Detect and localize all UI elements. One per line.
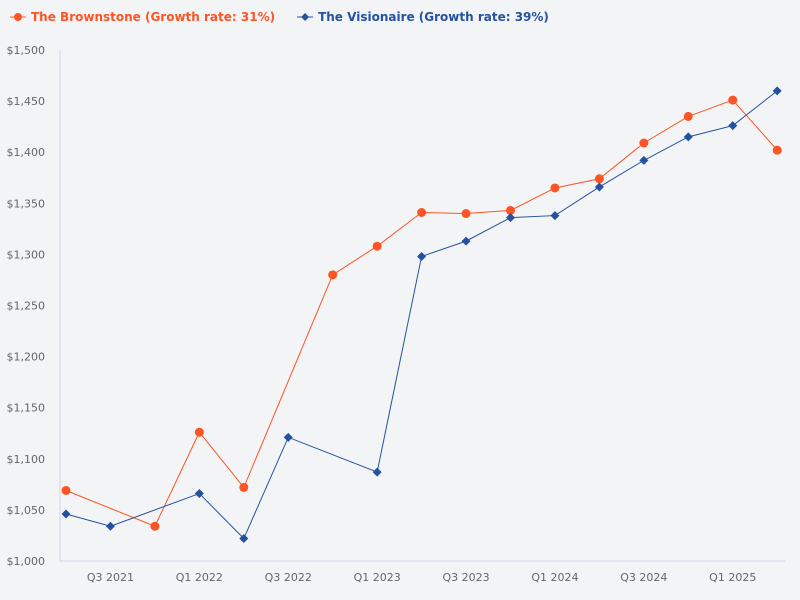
series-line [65, 99, 778, 527]
data-point[interactable] [372, 467, 382, 477]
data-point[interactable] [194, 489, 204, 499]
legend-label: The Visionaire (Growth rate: 39%) [318, 10, 549, 24]
x-tick-label: Q3 2022 [265, 571, 312, 584]
y-tick-label: $1,450 [7, 95, 46, 108]
data-point[interactable] [150, 521, 160, 531]
y-tick-label: $1,000 [7, 555, 46, 568]
data-point[interactable] [772, 86, 782, 96]
data-point[interactable] [239, 482, 249, 492]
y-tick-label: $1,400 [7, 146, 46, 159]
data-point[interactable] [372, 241, 382, 251]
data-point[interactable] [506, 205, 515, 215]
y-tick-label: $1,250 [7, 300, 46, 313]
y-tick-label: $1,100 [7, 453, 46, 466]
y-tick-label: $1,300 [7, 248, 46, 261]
series-line [65, 90, 778, 540]
data-point[interactable] [728, 121, 738, 131]
data-point[interactable] [461, 209, 471, 219]
legend-item[interactable]: The Brownstone (Growth rate: 31%) [10, 10, 275, 24]
data-point[interactable] [61, 509, 71, 519]
series-brownstone [61, 95, 782, 531]
data-point[interactable] [594, 174, 604, 184]
y-tick-label: $1,200 [7, 351, 46, 364]
legend-item[interactable]: The Visionaire (Growth rate: 39%) [297, 10, 549, 24]
data-point[interactable] [594, 182, 604, 192]
data-point[interactable] [728, 95, 738, 105]
data-point[interactable] [639, 155, 649, 165]
series-visionaire [61, 86, 782, 544]
legend-circle-icon [14, 13, 22, 21]
y-tick-label: $1,500 [7, 44, 46, 57]
x-tick-label: Q1 2025 [709, 571, 756, 584]
data-point[interactable] [417, 207, 427, 217]
data-point[interactable] [550, 211, 560, 221]
x-tick-label: Q3 2021 [87, 571, 134, 584]
data-point[interactable] [61, 485, 71, 495]
x-tick-label: Q3 2024 [620, 571, 667, 584]
data-point[interactable] [683, 111, 693, 121]
legend-label: The Brownstone (Growth rate: 31%) [31, 10, 275, 24]
x-tick-label: Q1 2023 [354, 571, 401, 584]
data-point[interactable] [772, 145, 782, 155]
data-point[interactable] [506, 213, 515, 223]
y-tick-label: $1,150 [7, 402, 46, 415]
data-point[interactable] [417, 251, 427, 261]
data-point[interactable] [461, 236, 471, 246]
x-tick-label: Q3 2023 [442, 571, 489, 584]
y-tick-label: $1,050 [7, 504, 46, 517]
y-tick-label: $1,350 [7, 197, 46, 210]
data-point[interactable] [105, 521, 115, 531]
x-tick-label: Q1 2024 [531, 571, 578, 584]
data-point[interactable] [683, 132, 693, 142]
data-point[interactable] [550, 183, 560, 193]
data-point[interactable] [239, 534, 249, 544]
data-point[interactable] [194, 427, 204, 437]
data-point[interactable] [639, 138, 649, 148]
x-tick-label: Q1 2022 [176, 571, 223, 584]
data-point[interactable] [283, 432, 293, 442]
legend-diamond-icon [301, 13, 310, 21]
data-point[interactable] [328, 270, 338, 280]
